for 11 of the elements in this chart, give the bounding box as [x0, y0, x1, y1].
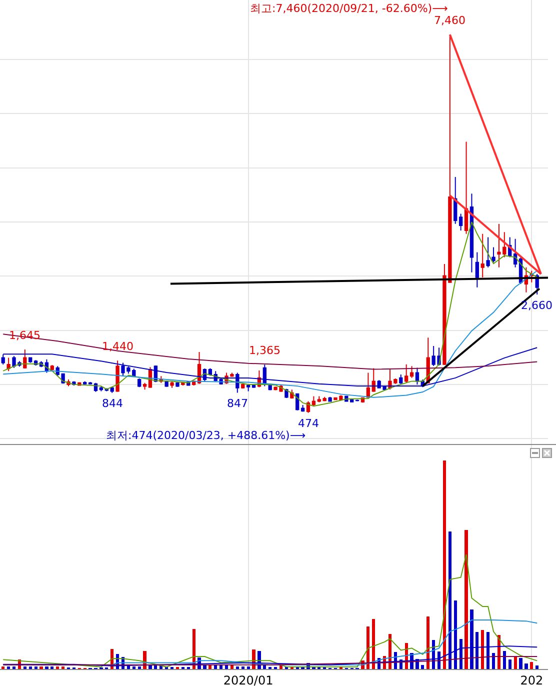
- annotation: 844: [102, 397, 123, 410]
- x-tick-label: 2020/01: [223, 673, 274, 686]
- annotation: 847: [227, 397, 248, 410]
- annotation: 1,440: [102, 340, 134, 353]
- annotation: 최고:7,460(2020/09/21, -62.60%)⟶: [250, 2, 448, 15]
- annotation: 2,660: [521, 299, 552, 312]
- x-tick-label: 202: [520, 673, 544, 686]
- annotation: 7,460: [434, 14, 466, 27]
- annotation: 최저:474(2020/03/23, +488.61%)⟶: [106, 429, 306, 442]
- annotation: 1,365: [249, 344, 280, 357]
- annotation: 474: [298, 417, 319, 430]
